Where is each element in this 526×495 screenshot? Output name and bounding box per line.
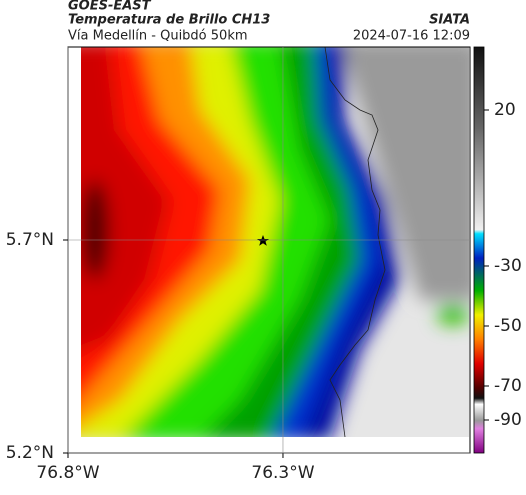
location-marker [257,235,269,246]
source: GOES-EAST [68,0,152,14]
imagery [81,47,469,437]
colorbar-tick-label: -30 [494,256,522,276]
colorbar-tick-label: 20 [494,100,516,120]
product: Temperatura de Brillo CH13 [68,13,270,28]
colorbar [473,46,485,454]
timestamp: 2024-07-16 12:09 [353,29,470,44]
y-tick-label: 5.7°N [6,230,54,250]
agency: SIATA [429,13,470,28]
x-tick-label: 76.3°W [251,463,314,483]
x-tick-label: 76.8°W [36,463,99,483]
colorbar-tick-label: -70 [494,376,522,396]
colorbar-tick-label: -50 [494,316,522,336]
y-tick-label: 5.2°N [6,443,54,463]
colorbar-tick-label: -90 [494,410,522,430]
route: Vía Medellín - Quibdó 50km [68,29,248,44]
